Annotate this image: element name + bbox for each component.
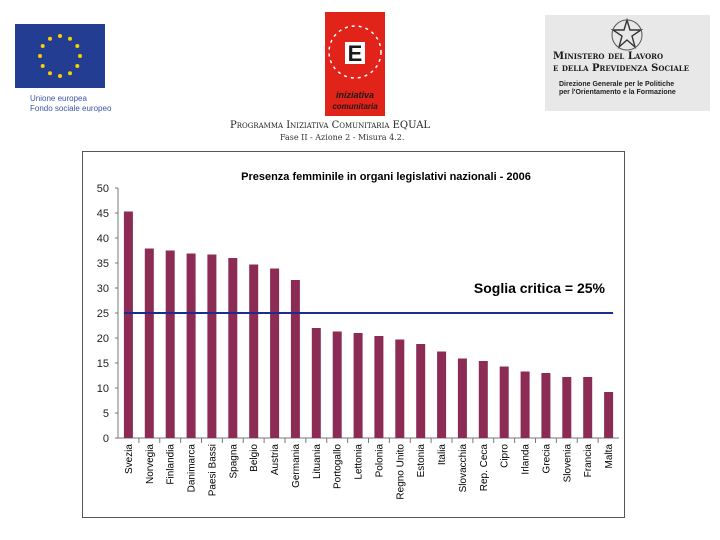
eu-caption-line1: Unione europea — [30, 94, 87, 103]
category-label-14: Estonia — [416, 444, 427, 478]
ministry-subtitle: Direzione Generale per le Politiche per … — [559, 81, 709, 97]
category-label-13: Regno Unito — [395, 444, 406, 500]
ministry-sub2: per l'Orientamento e la Formazione — [559, 89, 676, 96]
y-tick-label: 35 — [97, 258, 109, 270]
y-tick-label: 0 — [103, 433, 109, 445]
category-label-10: Portogallo — [333, 444, 344, 489]
category-label-20: Grecia — [541, 444, 552, 474]
bar-2 — [165, 250, 175, 438]
category-label-15: Italia — [437, 444, 448, 466]
eu-flag-logo — [15, 24, 105, 88]
y-tick-label: 5 — [103, 408, 109, 420]
bar-9 — [311, 328, 321, 438]
bar-3 — [186, 253, 196, 438]
category-label-21: Slovenia — [562, 444, 573, 483]
bar-21 — [562, 377, 572, 438]
y-tick-label: 25 — [97, 308, 109, 320]
bar-16 — [457, 358, 467, 438]
bar-10 — [332, 331, 342, 438]
ministry-logo: Ministero del Lavoro e della Previdenza … — [545, 15, 710, 111]
ministry-line2: e della Previdenza Sociale — [553, 63, 690, 74]
category-separators — [138, 438, 599, 443]
category-label-0: Svezia — [124, 444, 135, 474]
eu-stars-icon — [38, 34, 82, 78]
y-tick-label: 50 — [97, 183, 109, 195]
y-tick-label: 15 — [97, 358, 109, 370]
category-label-9: Lituania — [312, 444, 323, 479]
category-label-3: Danimarca — [187, 444, 198, 493]
bar-19 — [520, 371, 530, 438]
eu-caption: Unione europea Fondo sociale europeo — [30, 94, 111, 114]
bar-5 — [228, 258, 238, 438]
eu-caption-line2: Fondo sociale europeo — [30, 104, 112, 113]
bars-group — [123, 211, 614, 438]
bar-14 — [416, 344, 426, 438]
chart-title: Presenza femminile in organi legislativi… — [241, 171, 531, 183]
bar-chart: Presenza femminile in organi legislativi… — [97, 171, 619, 500]
programma-title: Programma Iniziativa Comunitaria EQUAL — [230, 120, 431, 131]
chart-frame: Presenza femminile in organi legislativi… — [82, 151, 625, 518]
threshold-label: Soglia critica = 25% — [474, 280, 606, 296]
equal-letter: E — [348, 41, 363, 66]
y-tick-label: 40 — [97, 233, 109, 245]
category-label-16: Slovacchia — [458, 444, 469, 493]
category-label-12: Polonia — [374, 444, 385, 478]
bar-6 — [249, 264, 259, 438]
category-label-17: Rep. Ceca — [479, 444, 490, 492]
bar-23 — [604, 392, 614, 438]
category-label-18: Cipro — [500, 444, 511, 468]
equal-logo: E iniziativa comunitaria — [325, 12, 385, 116]
bar-11 — [353, 333, 363, 438]
emblem-icon — [610, 17, 644, 51]
y-tick-label: 30 — [97, 283, 109, 295]
y-tick-label: 45 — [97, 208, 109, 220]
category-label-11: Lettonia — [354, 444, 365, 480]
ministry-title: Ministero del Lavoro e della Previdenza … — [553, 51, 708, 75]
category-label-8: Germania — [291, 444, 302, 488]
ministry-sub1: Direzione Generale per le Politiche — [559, 81, 675, 88]
bar-7 — [270, 268, 280, 438]
ministry-line1: Ministero del Lavoro — [553, 51, 664, 62]
bar-0 — [123, 211, 133, 438]
bar-12 — [374, 336, 384, 438]
bar-8 — [290, 280, 300, 438]
bar-13 — [395, 339, 405, 438]
bar-20 — [541, 373, 551, 438]
y-tick-label: 20 — [97, 333, 109, 345]
bar-17 — [478, 361, 488, 438]
bar-4 — [207, 254, 217, 438]
category-label-1: Norvegia — [145, 444, 156, 484]
category-label-6: Belgio — [249, 444, 260, 472]
category-label-19: Irlanda — [521, 444, 532, 475]
equal-e-icon: E iniziativa comunitaria — [328, 25, 382, 111]
category-label-4: Paesi Bassi — [207, 444, 218, 496]
bar-18 — [499, 366, 509, 438]
category-label-23: Malta — [604, 444, 615, 469]
y-tick-label: 10 — [97, 383, 109, 395]
category-label-7: Austria — [270, 444, 281, 476]
fase-subtitle: Fase II - Azione 2 - Misura 4.2. — [280, 133, 405, 142]
category-label-22: Francia — [583, 444, 594, 478]
category-label-2: Finlandia — [166, 444, 177, 485]
equal-word2: comunitaria — [332, 102, 378, 111]
category-labels: Svezia Norvegia Finlandia Danimarca Paesi Ba… — [124, 444, 615, 500]
y-axis-ticks: 0 5 10 15 20 25 30 35 40 45 50 — [97, 183, 118, 445]
category-label-5: Spagna — [228, 444, 239, 479]
bar-15 — [437, 351, 447, 438]
bar-1 — [144, 248, 154, 438]
bar-22 — [583, 377, 593, 438]
equal-word1: iniziativa — [336, 90, 374, 100]
